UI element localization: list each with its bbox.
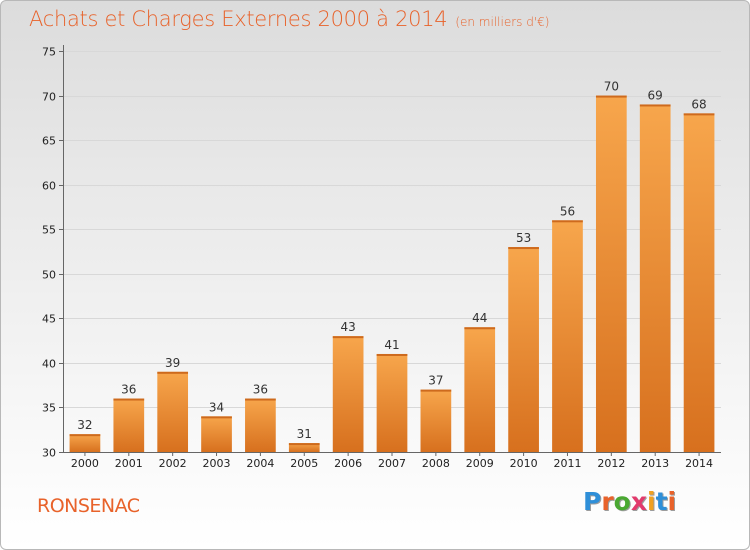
y-tick-label: 30	[42, 447, 56, 460]
x-tick-label: 2013	[641, 457, 669, 470]
y-tick-label: 45	[42, 313, 56, 326]
y-tick-label: 50	[42, 269, 56, 282]
x-tick-label: 2011	[553, 457, 581, 470]
y-axis-ticks: 30 35 40 45 50 55 60 65 70 75	[42, 46, 63, 460]
x-tick-label: 2000	[71, 457, 99, 470]
bar	[332, 336, 364, 452]
bar-top-edge	[508, 247, 539, 250]
x-tick-label: 2008	[422, 457, 450, 470]
bar-top-edge	[245, 398, 276, 401]
chart-title-text: Achats et Charges Externes 2000 à 2014	[29, 7, 448, 31]
y-tick-label: 60	[42, 180, 56, 193]
x-tick-label: 2002	[159, 457, 187, 470]
bar-top-edge	[332, 336, 364, 339]
bar-top-edge	[113, 398, 145, 401]
bar	[639, 104, 671, 452]
logo-letter: i	[667, 487, 677, 516]
bar-top-edge	[420, 389, 452, 392]
x-tick-label: 2007	[378, 457, 406, 470]
bar-value-label: 37	[428, 374, 443, 388]
bar-value-label: 39	[165, 356, 180, 370]
bar-value-label: 70	[604, 80, 619, 94]
chart-subtitle: (en milliers d'€)	[455, 15, 550, 29]
y-tick-label: 65	[42, 135, 56, 148]
x-tick-label: 2004	[246, 457, 274, 470]
bar	[69, 434, 101, 452]
bar-top-edge	[288, 443, 320, 446]
bar-value-label: 44	[472, 311, 487, 325]
bar	[288, 443, 320, 452]
bar	[376, 353, 408, 452]
y-tick-label: 75	[42, 46, 56, 59]
chart-title: Achats et Charges Externes 2000 à 2014 (e…	[29, 7, 549, 31]
bar	[157, 371, 189, 452]
bar	[552, 220, 583, 452]
logo-letter: r	[601, 487, 614, 516]
y-tick-label: 35	[42, 402, 56, 415]
value-labels: 32 36 39 34 36 31 43 41 37 44 53 56 70 69 68	[77, 80, 706, 442]
x-tick-label: 2001	[115, 457, 143, 470]
bar-top-edge	[464, 327, 496, 330]
commune-name: RONSENAC	[37, 495, 140, 517]
logo-letter: o	[613, 487, 631, 516]
x-tick-label: 2009	[466, 457, 494, 470]
x-axis-ticks: 2000 2001 2002 2003 2004 2005 2006 2007 2008 2009…	[71, 452, 713, 470]
bar	[201, 416, 232, 452]
y-tick-label: 55	[42, 224, 56, 237]
bar-top-edge	[595, 95, 627, 98]
x-tick-label: 2010	[510, 457, 538, 470]
logo-letter: x	[630, 487, 647, 516]
y-tick-label: 70	[42, 91, 56, 104]
bar-top-edge	[639, 104, 671, 107]
x-tick-label: 2003	[203, 457, 231, 470]
bar-value-label: 34	[209, 400, 224, 414]
x-tick-label: 2012	[597, 457, 625, 470]
bar-value-label: 31	[297, 427, 312, 441]
x-tick-label: 2014	[685, 457, 713, 470]
bar-top-edge	[157, 371, 189, 374]
bar	[113, 398, 145, 452]
bar-value-label: 43	[340, 320, 355, 334]
bar-top-edge	[683, 113, 715, 116]
bar-top-edge	[201, 416, 232, 419]
logo-letter: i	[647, 487, 656, 516]
bar-value-label: 56	[560, 204, 575, 218]
x-tick-label: 2005	[290, 457, 318, 470]
logo-letter: t	[655, 487, 668, 516]
y-tick-label: 40	[42, 358, 56, 371]
bar-value-label: 41	[384, 338, 399, 352]
bar	[245, 398, 276, 452]
bar-value-label: 36	[253, 383, 268, 397]
bar-value-label: 69	[648, 88, 663, 102]
bar-value-label: 32	[77, 418, 92, 432]
proxiti-logo: Proxiti	[583, 487, 676, 516]
bars	[69, 95, 715, 453]
bar-top-edge	[69, 434, 101, 437]
bar-top-edge	[376, 353, 408, 356]
bar	[508, 247, 539, 452]
bar	[683, 113, 715, 452]
bar-value-label: 68	[691, 97, 706, 111]
bar-value-label: 53	[516, 231, 531, 245]
x-tick-label: 2006	[334, 457, 362, 470]
bar-value-label: 36	[121, 383, 136, 397]
bar	[464, 327, 496, 452]
bar	[595, 95, 627, 453]
logo-letter: P	[583, 487, 602, 516]
bar-top-edge	[552, 220, 583, 223]
bar	[420, 389, 452, 452]
